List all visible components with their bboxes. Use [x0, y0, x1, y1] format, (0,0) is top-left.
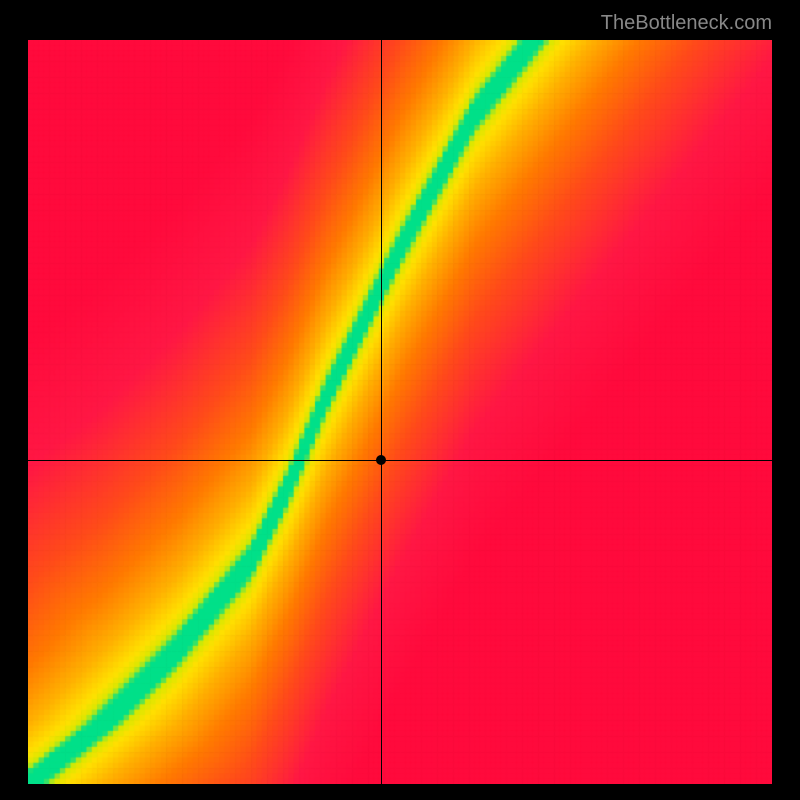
- crosshair-horizontal: [28, 460, 772, 461]
- watermark-text: TheBottleneck.com: [601, 12, 772, 35]
- crosshair-vertical: [381, 40, 382, 784]
- heatmap-canvas: [28, 40, 772, 784]
- marker-dot: [376, 455, 386, 465]
- heatmap-chart: [28, 40, 772, 784]
